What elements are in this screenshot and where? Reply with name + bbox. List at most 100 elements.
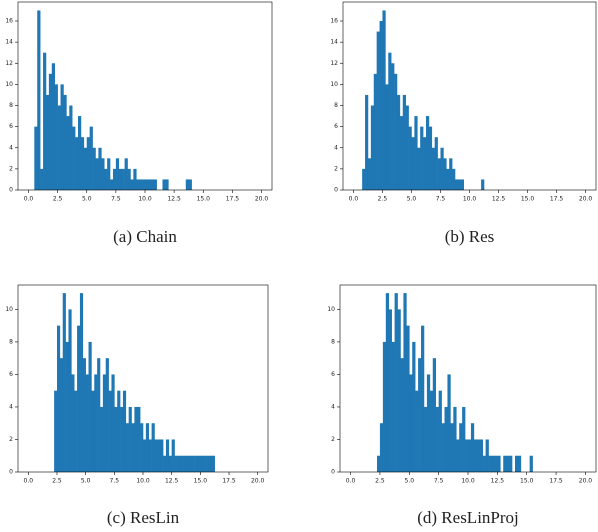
bar <box>154 439 158 472</box>
bar <box>514 455 519 472</box>
y-tick-label: 10 <box>5 306 13 313</box>
y-tick-label: 6 <box>331 371 335 378</box>
y-tick-label: 10 <box>327 306 335 313</box>
bar <box>391 63 395 191</box>
bar <box>362 168 366 190</box>
x-tick-label: 7.5 <box>110 478 120 485</box>
bar <box>127 168 131 190</box>
bar <box>203 455 207 472</box>
bar <box>143 439 147 472</box>
bar <box>162 179 166 190</box>
bar <box>379 21 383 191</box>
bar <box>160 439 164 472</box>
bar <box>88 341 92 472</box>
bar <box>150 179 155 190</box>
bar <box>145 179 149 190</box>
bar <box>457 179 462 190</box>
bar <box>177 455 181 472</box>
bar <box>405 105 409 190</box>
bar <box>133 168 137 190</box>
bar <box>63 94 67 190</box>
bar <box>188 455 193 472</box>
bar <box>435 406 439 472</box>
bar <box>465 439 469 472</box>
x-tick-label: 17.5 <box>226 196 240 203</box>
caption: (d) ResLinProj <box>417 508 519 527</box>
y-tick-label: 8 <box>334 102 338 109</box>
bar <box>148 439 152 472</box>
bar <box>171 439 175 472</box>
bar <box>104 168 108 190</box>
bar <box>85 374 89 472</box>
bar <box>397 309 401 472</box>
bar <box>394 73 398 190</box>
bar <box>92 147 96 190</box>
x-tick-label: 20.0 <box>251 478 265 485</box>
bar <box>147 179 152 190</box>
bar <box>444 406 448 472</box>
bar <box>72 126 76 190</box>
y-tick-label: 0 <box>9 469 13 476</box>
y-tick-label: 10 <box>330 81 338 88</box>
bar <box>382 10 386 191</box>
y-tick-label: 0 <box>334 187 338 194</box>
bar <box>168 455 172 472</box>
bar <box>110 179 114 190</box>
x-tick-label: 15.0 <box>521 196 535 203</box>
y-tick-label: 2 <box>334 165 338 172</box>
bar <box>83 147 88 190</box>
bar <box>111 374 115 472</box>
bar <box>454 179 459 190</box>
x-tick-label: 15.0 <box>194 478 208 485</box>
x-tick-label: 5.0 <box>405 478 415 485</box>
bar <box>118 168 122 190</box>
bar <box>473 439 478 472</box>
y-tick-label: 14 <box>330 39 338 46</box>
bar <box>367 158 372 190</box>
bar <box>394 293 398 472</box>
bar <box>40 168 44 190</box>
bar <box>130 179 134 190</box>
bar <box>391 341 395 472</box>
x-tick-label: 10.0 <box>461 478 475 485</box>
bar <box>434 137 438 190</box>
bar <box>449 158 453 190</box>
bar <box>134 406 138 472</box>
bar <box>450 423 454 472</box>
bar <box>108 390 112 472</box>
bar <box>481 179 485 190</box>
bar <box>460 179 464 190</box>
bar <box>120 406 124 472</box>
y-tick-label: 6 <box>9 123 13 130</box>
bar <box>385 293 390 472</box>
bar <box>415 390 419 472</box>
y-tick-label: 16 <box>330 18 338 25</box>
bar <box>157 439 161 472</box>
x-tick-label: 2.5 <box>378 196 388 203</box>
bar <box>211 455 215 472</box>
x-tick-label: 12.5 <box>167 196 181 203</box>
bar <box>185 179 189 190</box>
x-tick-label: 5.0 <box>407 196 417 203</box>
bar <box>365 94 369 190</box>
bar <box>417 147 421 190</box>
bar <box>408 126 412 190</box>
bar <box>145 423 150 472</box>
bar <box>66 116 70 190</box>
bar <box>438 390 442 472</box>
bar <box>431 147 435 190</box>
bar <box>468 439 472 472</box>
bar <box>446 168 450 190</box>
bar <box>102 374 107 472</box>
bar <box>89 126 93 190</box>
bar <box>208 455 213 472</box>
y-tick-label: 4 <box>331 403 335 410</box>
y-tick-label: 4 <box>9 403 13 410</box>
bar <box>121 168 125 190</box>
bar <box>98 147 102 190</box>
caption: (c) ResLin <box>107 508 180 527</box>
bar <box>443 158 447 190</box>
x-tick-label: 10.0 <box>463 196 477 203</box>
caption: (b) Res <box>445 227 495 246</box>
